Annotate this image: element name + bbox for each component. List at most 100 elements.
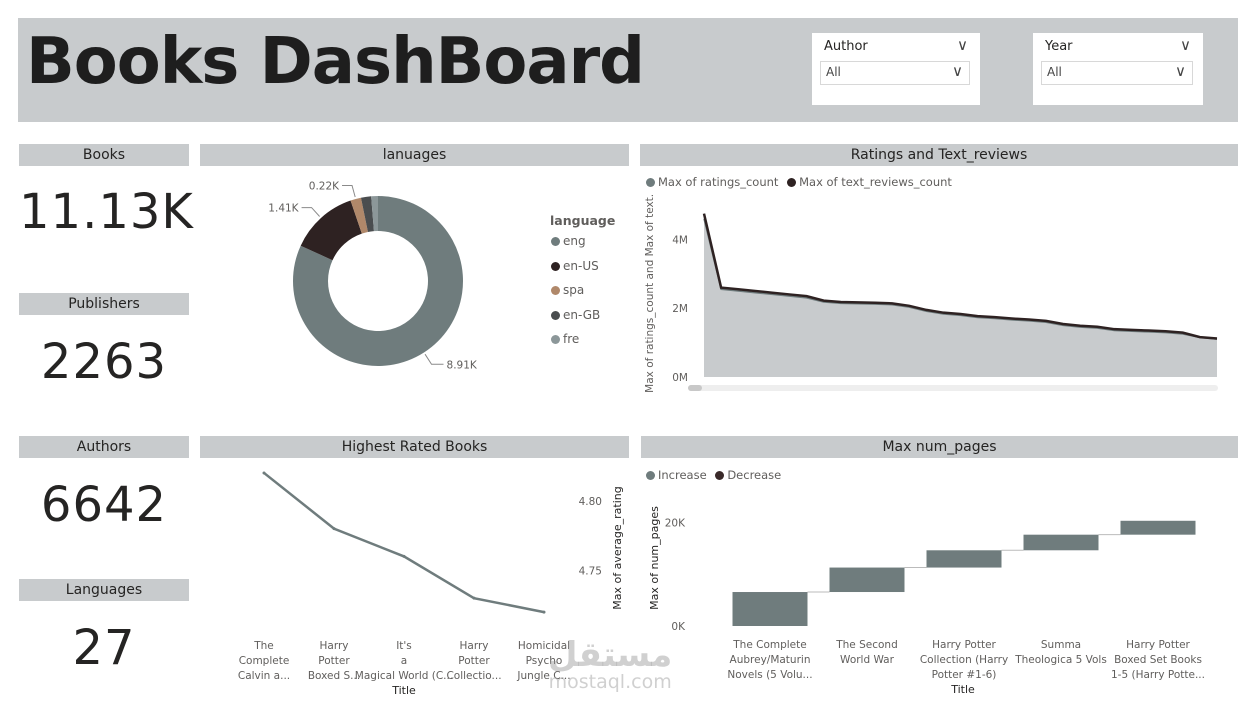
authors-card-title: Authors	[76, 439, 132, 455]
languages-chart-title: lanuages	[382, 147, 447, 163]
legend-label-spa: spa	[563, 283, 585, 297]
legend-dot-fre	[551, 335, 560, 344]
legend-ratings-label: Max of ratings_count	[658, 175, 779, 189]
legend-increase-label: Increase	[658, 468, 707, 482]
waterfall-bar[interactable]	[1023, 534, 1099, 551]
donut-slice-en-GB[interactable]	[360, 196, 374, 233]
books-kpi-value: 11.13K	[19, 184, 194, 240]
year-dropdown-value: All	[1047, 65, 1062, 79]
legend-dot-en-US	[551, 261, 560, 271]
x-tick-label: Harry Potter Boxed Set Books 1-5 (Harry Po…	[1111, 639, 1205, 681]
x-tick-label: Harry Potter Collection (Harry Potter #1-6…	[920, 639, 1008, 681]
y-tick-4M: 4M	[672, 234, 688, 246]
x-tick-label: Harry Potter Boxed S...	[308, 640, 360, 682]
legend-item-fre[interactable]: fre	[551, 332, 600, 357]
publishers-kpi-value: 2263	[40, 334, 168, 390]
x-tick-label: Homicidal Psycho Jungle C...	[516, 640, 570, 682]
waterfall-bar[interactable]	[829, 567, 905, 593]
pages-y-axis-title: Max of num_pages	[648, 506, 661, 610]
ratings-chart-header: Ratings and Text_reviews	[640, 144, 1238, 166]
leader-line-en-US	[301, 207, 320, 217]
scrollbar-thumb[interactable]	[688, 385, 702, 391]
pages-legend: Increase Decrease	[646, 468, 781, 482]
leader-line-eng	[424, 353, 444, 365]
legend-label-fre: fre	[563, 332, 580, 346]
donut-slices	[293, 196, 463, 366]
donut-slice-fre[interactable]	[371, 196, 378, 232]
legend-dot-decrease	[715, 471, 725, 480]
chevron-down-icon: ∨	[1175, 62, 1186, 80]
ratings-legend: Max of ratings_count Max of text_reviews…	[646, 175, 952, 189]
pages-chart-title: Max num_pages	[882, 439, 997, 455]
ratings-series	[702, 213, 1218, 377]
legend-label-en-US: en-US	[563, 258, 599, 273]
legend-item-en-US[interactable]: en-US	[551, 259, 600, 284]
y-tick-0M: 0M	[672, 372, 688, 384]
publishers-card-title: Publishers	[68, 296, 140, 312]
waterfall-bar[interactable]	[1120, 520, 1196, 535]
legend-label-en-GB: en-GB	[563, 307, 601, 322]
rating-point[interactable]	[542, 610, 546, 614]
page-title: Books DashBoard	[26, 25, 645, 99]
area-ratings-count[interactable]	[704, 218, 1217, 377]
rating-point[interactable]	[262, 471, 266, 475]
chevron-down-icon[interactable]: ∨	[1180, 36, 1191, 54]
highest-rated-x-ticks: The Complete Calvin a... Harry Potter Boxed S…	[238, 640, 571, 682]
year-slicer[interactable]: Year ∨ All ∨	[1033, 33, 1203, 105]
author-slicer[interactable]: Author ∨ All ∨	[812, 33, 980, 105]
highest-rated-y-axis-title: Max of average_rating	[611, 486, 624, 609]
languages-chart-header: lanuages	[200, 144, 629, 166]
ratings-y-ticks: 0M 2M 4M	[672, 234, 688, 384]
rating-point[interactable]	[332, 527, 336, 531]
author-slicer-label: Author	[824, 39, 868, 54]
legend-item-eng[interactable]: eng	[551, 234, 600, 259]
legend-dot-eng	[551, 237, 560, 246]
x-tick-label: It's a Magical World (C...	[355, 640, 453, 682]
data-label-eng: 8.91K	[447, 359, 478, 371]
chevron-down-icon: ∨	[952, 62, 963, 80]
data-label-en-US: 1.41K	[268, 203, 299, 215]
legend-item-spa[interactable]: spa	[551, 283, 600, 308]
pages-x-axis-title: Title	[950, 683, 975, 696]
line-ratings-count[interactable]	[703, 218, 1218, 340]
data-label-spa: 0.22K	[309, 180, 340, 192]
languages-card-title: Languages	[65, 582, 143, 598]
year-dropdown[interactable]: All ∨	[1041, 61, 1193, 85]
watermark-arabic: مستقل	[548, 635, 673, 675]
waterfall-bar[interactable]	[732, 592, 808, 626]
y-tick-0K: 0K	[671, 621, 686, 633]
x-tick-label: The Second World War	[835, 639, 898, 666]
pages-bars	[732, 520, 1196, 626]
publishers-card-header: Publishers	[19, 293, 189, 315]
legend-dot-en-GB	[551, 310, 560, 320]
rating-line[interactable]	[263, 471, 545, 614]
pages-chart-header: Max num_pages	[641, 436, 1238, 458]
x-tick-label: Harry Potter Collectio...	[446, 640, 501, 682]
legend-dot-reviews	[787, 178, 797, 187]
legend-dot-increase	[646, 471, 655, 480]
rating-point[interactable]	[472, 596, 476, 600]
donut-slice-eng[interactable]	[293, 196, 463, 366]
waterfall-bar[interactable]	[926, 550, 1002, 568]
x-tick-label: Summa Theologica 5 Vols	[1014, 639, 1107, 666]
legend-item-en-GB[interactable]: en-GB	[551, 308, 600, 333]
highest-rated-x-axis-title: Title	[391, 684, 416, 697]
donut-slice-en-US[interactable]	[300, 200, 362, 261]
languages-kpi-value: 27	[72, 620, 136, 676]
ratings-chart-title: Ratings and Text_reviews	[850, 147, 1028, 163]
highest-rated-series	[262, 471, 546, 614]
pages-y-ticks: 0K 20K	[665, 518, 686, 633]
ratings-y-axis-title: Max of ratings_count and Max of text...	[644, 195, 656, 393]
line-text-reviews-count[interactable]	[702, 213, 1218, 340]
chevron-down-icon[interactable]: ∨	[957, 36, 968, 54]
languages-donut-chart: 8.91K 1.41K 0.22K	[268, 180, 478, 371]
donut-slice-spa[interactable]	[350, 197, 368, 234]
mostaql-watermark: مستقل mostaql.com	[548, 638, 672, 693]
author-dropdown[interactable]: All ∨	[820, 61, 970, 85]
highest-rated-y-ticks: 4.75 4.80	[579, 496, 602, 578]
leader-line-spa	[342, 184, 356, 198]
horizontal-scrollbar[interactable]	[688, 385, 1218, 391]
donut-leader-lines: 8.91K 1.41K 0.22K	[268, 180, 478, 371]
rating-point[interactable]	[402, 554, 406, 558]
ratings-area-chart: Max of ratings_count and Max of text... …	[644, 195, 1218, 393]
